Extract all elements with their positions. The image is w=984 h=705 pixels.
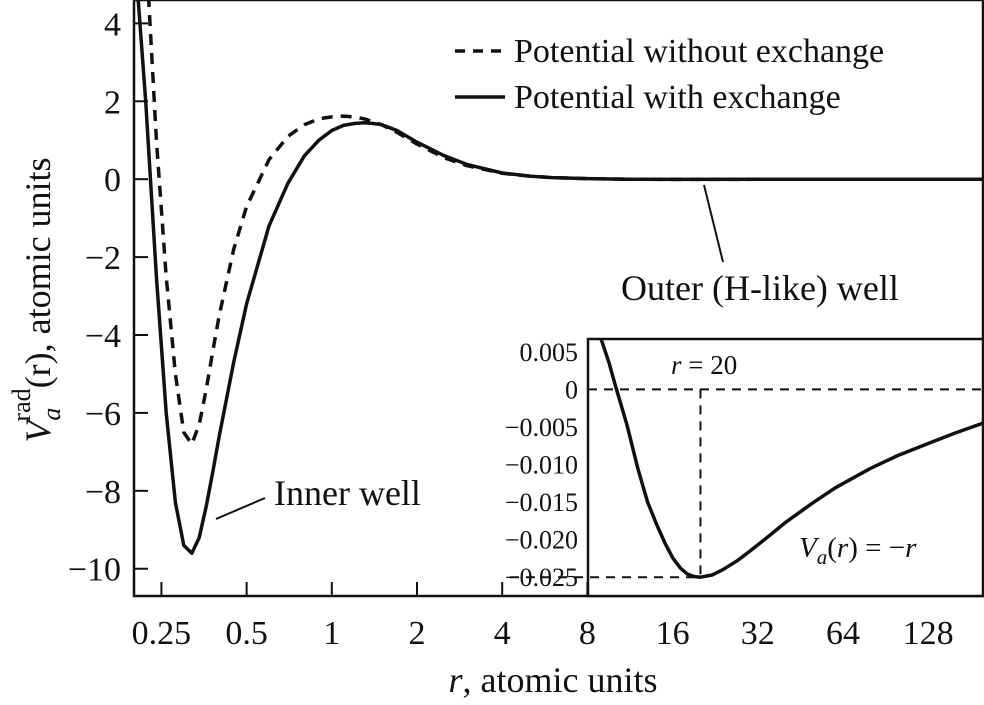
y-axis-title: Varad(r), atomic units (7, 157, 66, 442)
x-tick-label: 1 (323, 615, 340, 652)
inset-y-tick-label: −0.005 (505, 413, 578, 442)
y-tick-label: −10 (68, 552, 121, 589)
outer-well-pointer (703, 184, 724, 263)
series-line-with-exchange (136, 0, 983, 555)
inner-well-label: Inner well (274, 473, 421, 513)
legend: Potential without exchange Potential wit… (455, 33, 884, 116)
outer-well-label: Outer (H-like) well (621, 268, 899, 308)
y-tick-label: −4 (85, 318, 121, 355)
main-axes: 0.25 0.5 1 2 4 8 16 32 64 128 4 2 0 −2 −4 −6 −8 −10 (68, 6, 954, 652)
x-tick-label: 128 (903, 615, 954, 652)
y-tick-label: −8 (85, 474, 121, 511)
inset-frame (586, 337, 984, 598)
inset-background (588, 339, 983, 596)
inset-formula: Va(r) = −r (799, 532, 917, 569)
inset-series-line (599, 339, 983, 579)
main-plot-frame (132, 0, 984, 598)
inset-y-tick-label: 0 (565, 375, 578, 404)
x-tick-label: 2 (409, 615, 426, 652)
x-tick-label: 8 (579, 615, 596, 652)
x-tick-label: 16 (656, 615, 690, 652)
inset-y-tick-label: −0.015 (505, 488, 578, 517)
inset-r-label: r = 20 (671, 350, 737, 380)
inset-y-tick-label: −0.010 (505, 450, 578, 479)
x-axis-title: r, atomic units (449, 660, 658, 700)
y-tick-label: 2 (104, 84, 121, 121)
x-tick-label: 4 (494, 615, 511, 652)
y-tick-label: 0 (104, 162, 121, 199)
inner-well-pointer (215, 497, 266, 520)
inset-series-group (599, 339, 983, 579)
x-tick-label: 0.25 (132, 615, 192, 652)
inset-y-tick-label: 0.005 (520, 338, 579, 367)
legend-label-with-exchange: Potential with exchange (514, 79, 841, 116)
y-tick-label: −2 (85, 240, 121, 277)
y-tick-label: −6 (85, 396, 121, 433)
main-series-group (136, 0, 983, 555)
inset-y-tick-label: −0.020 (505, 526, 578, 555)
x-tick-label: 64 (826, 615, 860, 652)
legend-label-without-exchange: Potential without exchange (514, 33, 884, 70)
x-tick-label: 32 (741, 615, 775, 652)
x-tick-label: 0.5 (225, 615, 268, 652)
y-tick-label: 4 (104, 6, 121, 43)
